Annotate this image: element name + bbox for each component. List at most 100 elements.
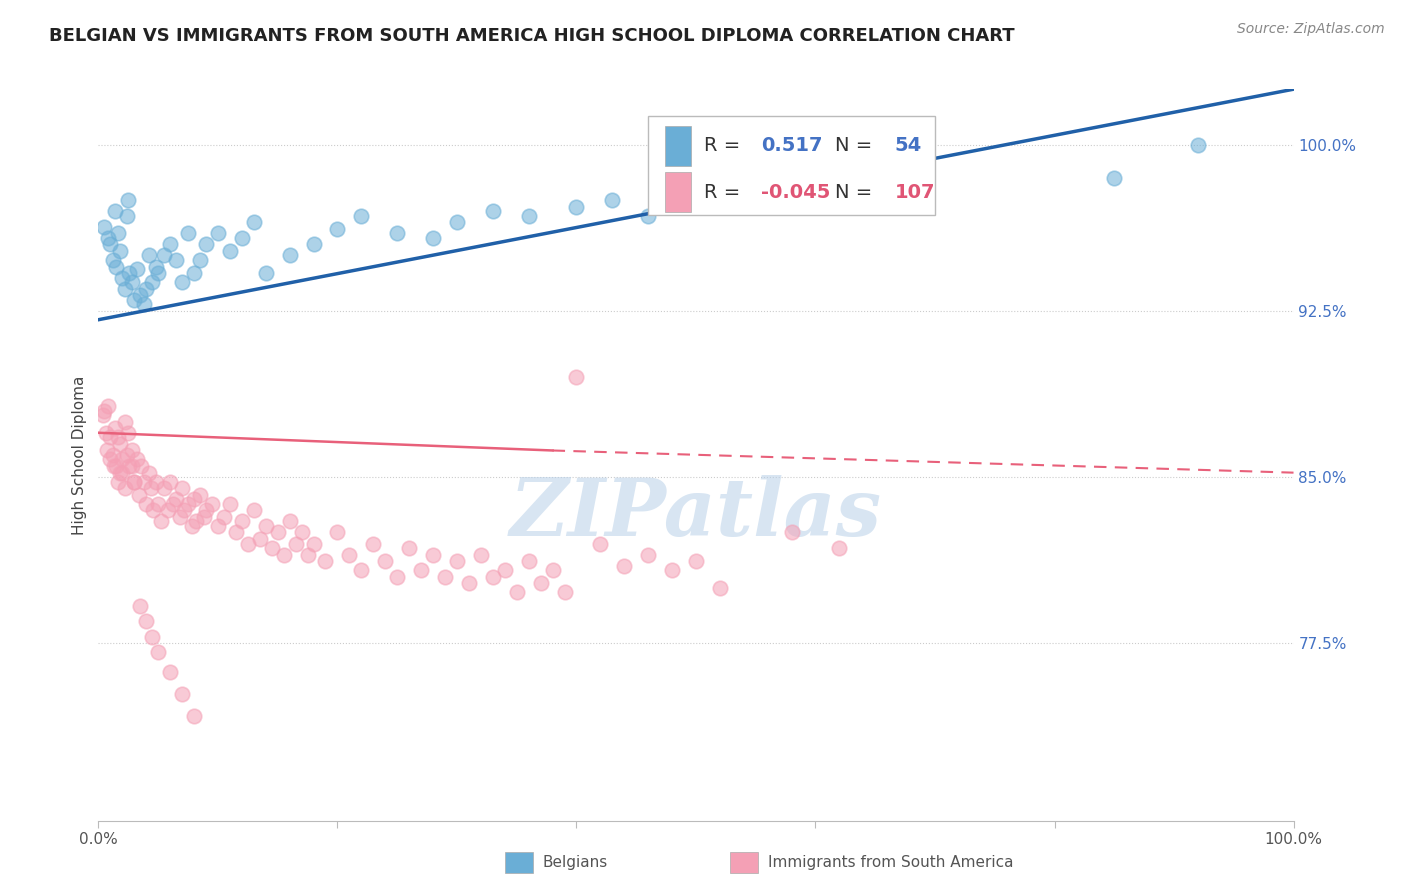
Point: [207, 519, 229, 533]
Point: [98, 452, 122, 467]
Point: [145, 475, 167, 489]
Point: [115, 448, 138, 462]
Point: [159, 475, 181, 489]
Point: [481, 570, 505, 584]
Point: [278, 515, 301, 529]
Point: [125, 261, 148, 276]
Point: [124, 475, 146, 489]
Point: [172, 687, 194, 701]
Point: [172, 275, 194, 289]
Point: [780, 525, 803, 540]
Point: [124, 293, 146, 307]
Point: [565, 200, 588, 214]
Point: [101, 448, 124, 462]
Point: [1104, 170, 1126, 185]
Point: [128, 488, 150, 502]
Point: [118, 266, 141, 280]
Point: [249, 532, 271, 546]
Point: [101, 252, 124, 267]
Point: [193, 510, 215, 524]
Point: [458, 576, 481, 591]
Point: [374, 554, 396, 568]
Point: [165, 252, 187, 267]
Point: [183, 266, 205, 280]
Point: [131, 458, 153, 473]
Point: [153, 481, 176, 495]
Point: [93, 403, 115, 417]
Point: [267, 525, 290, 540]
Point: [243, 503, 266, 517]
Point: [98, 237, 122, 252]
Point: [780, 186, 803, 201]
Point: [107, 227, 129, 241]
Point: [326, 525, 349, 540]
Text: N =: N =: [835, 136, 879, 155]
Text: BELGIAN VS IMMIGRANTS FROM SOUTH AMERICA HIGH SCHOOL DIPLOMA CORRELATION CHART: BELGIAN VS IMMIGRANTS FROM SOUTH AMERICA…: [49, 27, 1015, 45]
Point: [254, 519, 277, 533]
Point: [117, 193, 139, 207]
Point: [398, 541, 420, 555]
Text: Source: ZipAtlas.com: Source: ZipAtlas.com: [1237, 22, 1385, 37]
Point: [385, 227, 409, 241]
Point: [385, 570, 409, 584]
Point: [121, 443, 143, 458]
Point: [107, 475, 129, 489]
Point: [97, 399, 120, 413]
Point: [111, 270, 134, 285]
Point: [177, 497, 200, 511]
Point: [141, 630, 163, 644]
Point: [91, 408, 114, 422]
Point: [589, 536, 612, 550]
Point: [98, 430, 122, 444]
Point: [225, 525, 247, 540]
Point: [180, 519, 202, 533]
Point: [177, 227, 200, 241]
Point: [135, 497, 157, 511]
Point: [135, 282, 157, 296]
Point: [207, 227, 229, 241]
Text: 0.517: 0.517: [762, 136, 823, 155]
Point: [115, 209, 138, 223]
Point: [93, 219, 115, 234]
Point: [315, 554, 337, 568]
Point: [97, 230, 120, 244]
Point: [212, 510, 235, 524]
Point: [96, 443, 118, 458]
Text: 54: 54: [896, 136, 922, 155]
Y-axis label: High School Diploma: High School Diploma: [72, 376, 87, 534]
Point: [148, 266, 170, 280]
Point: [114, 481, 136, 495]
Point: [94, 425, 117, 440]
Point: [446, 554, 468, 568]
Point: [111, 466, 134, 480]
Point: [517, 209, 540, 223]
Point: [138, 466, 160, 480]
Point: [231, 230, 253, 244]
Point: [183, 709, 205, 723]
Point: [422, 548, 444, 562]
Text: 107: 107: [896, 183, 935, 202]
Point: [446, 215, 468, 229]
Point: [114, 415, 136, 429]
Text: -0.045: -0.045: [762, 183, 831, 202]
Point: [201, 497, 224, 511]
Point: [297, 548, 319, 562]
Point: [135, 614, 157, 628]
Point: [422, 230, 444, 244]
Point: [434, 570, 457, 584]
Point: [613, 558, 636, 573]
Text: N =: N =: [835, 183, 879, 202]
Point: [506, 585, 529, 599]
Point: [291, 525, 314, 540]
Point: [284, 536, 307, 550]
Point: [104, 421, 127, 435]
Point: [142, 503, 165, 517]
Text: R =: R =: [704, 136, 747, 155]
Point: [107, 430, 129, 444]
Point: [236, 536, 259, 550]
Point: [132, 475, 155, 489]
Point: [108, 244, 131, 258]
Point: [517, 554, 540, 568]
Point: [254, 266, 277, 280]
Point: [195, 237, 218, 252]
